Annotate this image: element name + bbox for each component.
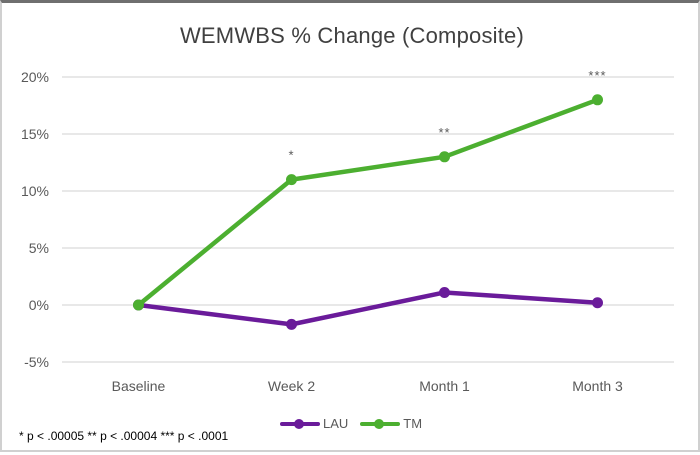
- x-tick-label: Month 3: [572, 378, 623, 394]
- y-tick-label: 15%: [21, 126, 49, 142]
- y-tick-label: -5%: [24, 354, 49, 370]
- y-tick-label: 10%: [21, 183, 49, 199]
- series-tm: [133, 94, 603, 311]
- significance-annotation: *: [288, 148, 294, 163]
- data-point: [439, 151, 450, 163]
- significance-annotation: **: [438, 125, 450, 140]
- x-tick-label: Baseline: [112, 378, 166, 394]
- y-tick-label: 5%: [29, 240, 49, 256]
- x-tick-label: Week 2: [268, 378, 315, 394]
- x-tick-label: Month 1: [419, 378, 470, 394]
- legend-item-tm: TM: [360, 416, 422, 431]
- legend-label-tm: TM: [403, 416, 423, 431]
- data-point: [286, 174, 297, 186]
- legend-item-lau: LAU: [280, 416, 348, 431]
- significance-annotation: ***: [588, 68, 606, 83]
- tm-line-marker-icon: [360, 417, 401, 431]
- y-tick-label: 20%: [21, 69, 49, 85]
- legend-label-lau: LAU: [323, 416, 349, 431]
- significance-footnote: * p < .00005 ** p < .00004 *** p < .0001: [19, 429, 229, 443]
- y-tick-label: 0%: [29, 297, 49, 313]
- lau-line-marker-icon: [280, 417, 320, 431]
- data-point: [439, 286, 450, 298]
- line-chart-plot: -5% 0% 5% 10% 15% 20% Baseline Week 2 Month 1 Mon…: [21, 68, 674, 394]
- series-lau: [133, 286, 603, 330]
- data-point: [592, 297, 603, 309]
- data-point: [286, 318, 297, 330]
- chart-legend: LAU TM: [280, 416, 434, 431]
- chart-title: WEMWBS % Change (Composite): [179, 23, 525, 48]
- data-point: [592, 94, 603, 106]
- data-point: [133, 299, 144, 311]
